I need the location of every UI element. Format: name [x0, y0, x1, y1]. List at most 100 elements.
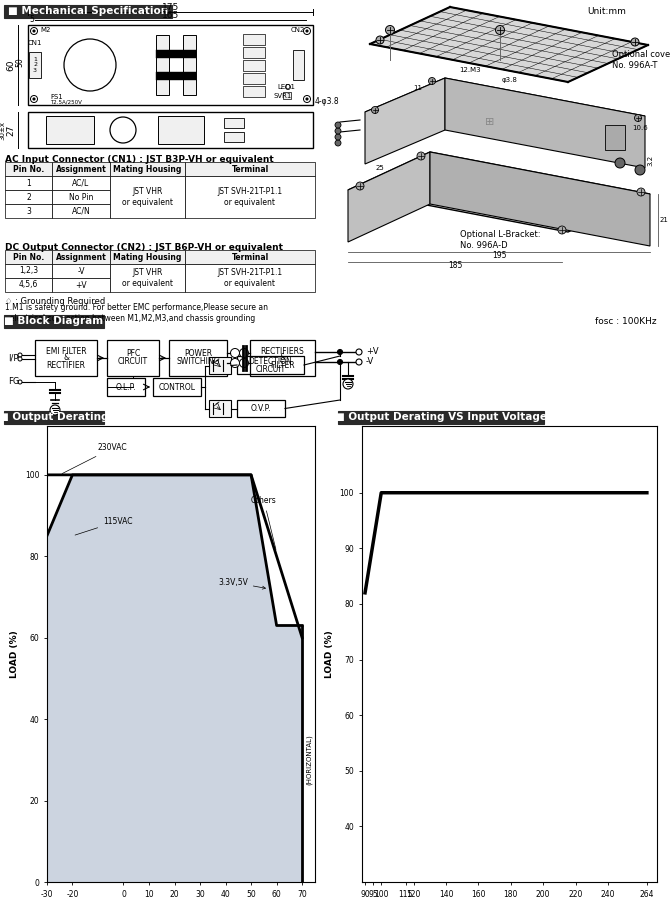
Circle shape	[635, 165, 645, 175]
Text: 4,5,6: 4,5,6	[19, 281, 38, 290]
Bar	[110, 264, 185, 292]
Text: SWITCHING: SWITCHING	[176, 357, 220, 366]
Circle shape	[230, 348, 239, 357]
Text: Assignment: Assignment	[56, 253, 107, 262]
Bar	[224, 132, 244, 142]
Text: -V: -V	[366, 357, 375, 366]
Text: O.L.P.: O.L.P.	[116, 382, 136, 392]
Bar	[52, 190, 110, 204]
Y-axis label: LOAD (%): LOAD (%)	[10, 630, 19, 678]
Polygon shape	[365, 78, 645, 150]
Bar	[4, 315, 104, 328]
Circle shape	[33, 30, 35, 32]
Text: I/P: I/P	[8, 354, 19, 363]
Bar	[5, 264, 52, 278]
Bar	[209, 357, 231, 374]
Bar	[156, 50, 196, 58]
Text: φ3.8: φ3.8	[502, 77, 518, 83]
Circle shape	[33, 98, 35, 100]
Bar	[110, 250, 185, 264]
Bar	[5, 176, 52, 190]
Text: JST SVH-21T-P1.1
or equivalent: JST SVH-21T-P1.1 or equivalent	[218, 187, 283, 207]
Circle shape	[371, 106, 379, 113]
Bar	[52, 162, 110, 176]
Circle shape	[338, 359, 342, 364]
Text: CN1: CN1	[27, 40, 42, 46]
Text: CONTROL: CONTROL	[159, 382, 196, 392]
Polygon shape	[348, 152, 650, 232]
Polygon shape	[430, 152, 650, 246]
Text: JST VHR
or equivalent: JST VHR or equivalent	[122, 268, 173, 288]
Text: 3.3V,5V: 3.3V,5V	[218, 578, 265, 590]
Circle shape	[285, 85, 291, 89]
Text: 115VAC: 115VAC	[75, 517, 133, 535]
Bar	[185, 264, 315, 292]
Text: ♢ : Grounding Required: ♢ : Grounding Required	[5, 298, 105, 307]
Circle shape	[239, 348, 249, 357]
Text: DETECTION: DETECTION	[249, 356, 292, 365]
Bar	[52, 204, 110, 218]
Circle shape	[306, 30, 308, 32]
Circle shape	[558, 226, 566, 234]
Text: 3.2: 3.2	[647, 155, 653, 166]
Bar	[224, 118, 244, 128]
Circle shape	[50, 405, 60, 415]
Bar	[5, 250, 52, 264]
Text: Unit:mm: Unit:mm	[587, 7, 626, 16]
Text: Pin No.: Pin No.	[13, 253, 44, 262]
Text: Terminal: Terminal	[231, 253, 269, 262]
Text: ■ Output Derating: ■ Output Derating	[0, 412, 109, 422]
Text: 2: 2	[26, 193, 31, 202]
Bar	[29, 52, 41, 78]
Bar	[243, 34, 265, 45]
Text: 5: 5	[29, 15, 34, 24]
Bar	[5, 190, 52, 204]
Circle shape	[496, 25, 505, 34]
Text: SVR1: SVR1	[273, 93, 291, 99]
Bar	[243, 86, 265, 97]
Bar	[243, 73, 265, 84]
Bar	[156, 35, 169, 95]
Circle shape	[385, 25, 395, 34]
Circle shape	[335, 128, 341, 134]
Circle shape	[304, 28, 310, 34]
Text: CIRCUIT: CIRCUIT	[255, 364, 285, 373]
Bar	[183, 35, 196, 95]
Text: T2.5A/250V: T2.5A/250V	[50, 100, 82, 104]
Bar	[28, 112, 313, 148]
Text: 60: 60	[7, 59, 15, 71]
Text: ■ Block Diagram: ■ Block Diagram	[5, 317, 104, 327]
Polygon shape	[348, 152, 430, 242]
Bar	[52, 264, 110, 278]
Bar	[237, 400, 285, 417]
Text: FS1: FS1	[50, 94, 63, 100]
Text: ⊞: ⊞	[485, 117, 494, 127]
Y-axis label: LOAD (%): LOAD (%)	[325, 630, 334, 678]
Text: CIRCUIT: CIRCUIT	[118, 357, 148, 366]
Text: Optional cover:
No. 996A-T: Optional cover: No. 996A-T	[612, 50, 670, 69]
Polygon shape	[47, 475, 302, 882]
Bar	[185, 162, 315, 176]
Bar	[110, 162, 185, 176]
Text: RECTIFIERS: RECTIFIERS	[261, 346, 304, 356]
Text: &: &	[279, 354, 285, 363]
Text: +V: +V	[366, 347, 379, 356]
Bar	[107, 378, 145, 396]
Text: Pin No.: Pin No.	[13, 165, 44, 174]
Bar	[107, 340, 159, 376]
Text: 30±x: 30±x	[0, 121, 5, 140]
Bar	[5, 162, 52, 176]
Bar	[4, 5, 172, 18]
Circle shape	[615, 158, 625, 168]
Circle shape	[335, 122, 341, 128]
Circle shape	[18, 357, 22, 361]
Bar	[605, 125, 625, 150]
Circle shape	[64, 39, 116, 91]
Polygon shape	[370, 7, 648, 82]
Text: JST SVH-21T-P1.1
or equivalent: JST SVH-21T-P1.1 or equivalent	[218, 268, 283, 288]
Text: FILTER: FILTER	[270, 361, 295, 370]
Bar	[28, 25, 313, 105]
Text: 175: 175	[162, 3, 179, 12]
Bar	[185, 250, 315, 264]
Text: AC/N: AC/N	[72, 206, 90, 215]
